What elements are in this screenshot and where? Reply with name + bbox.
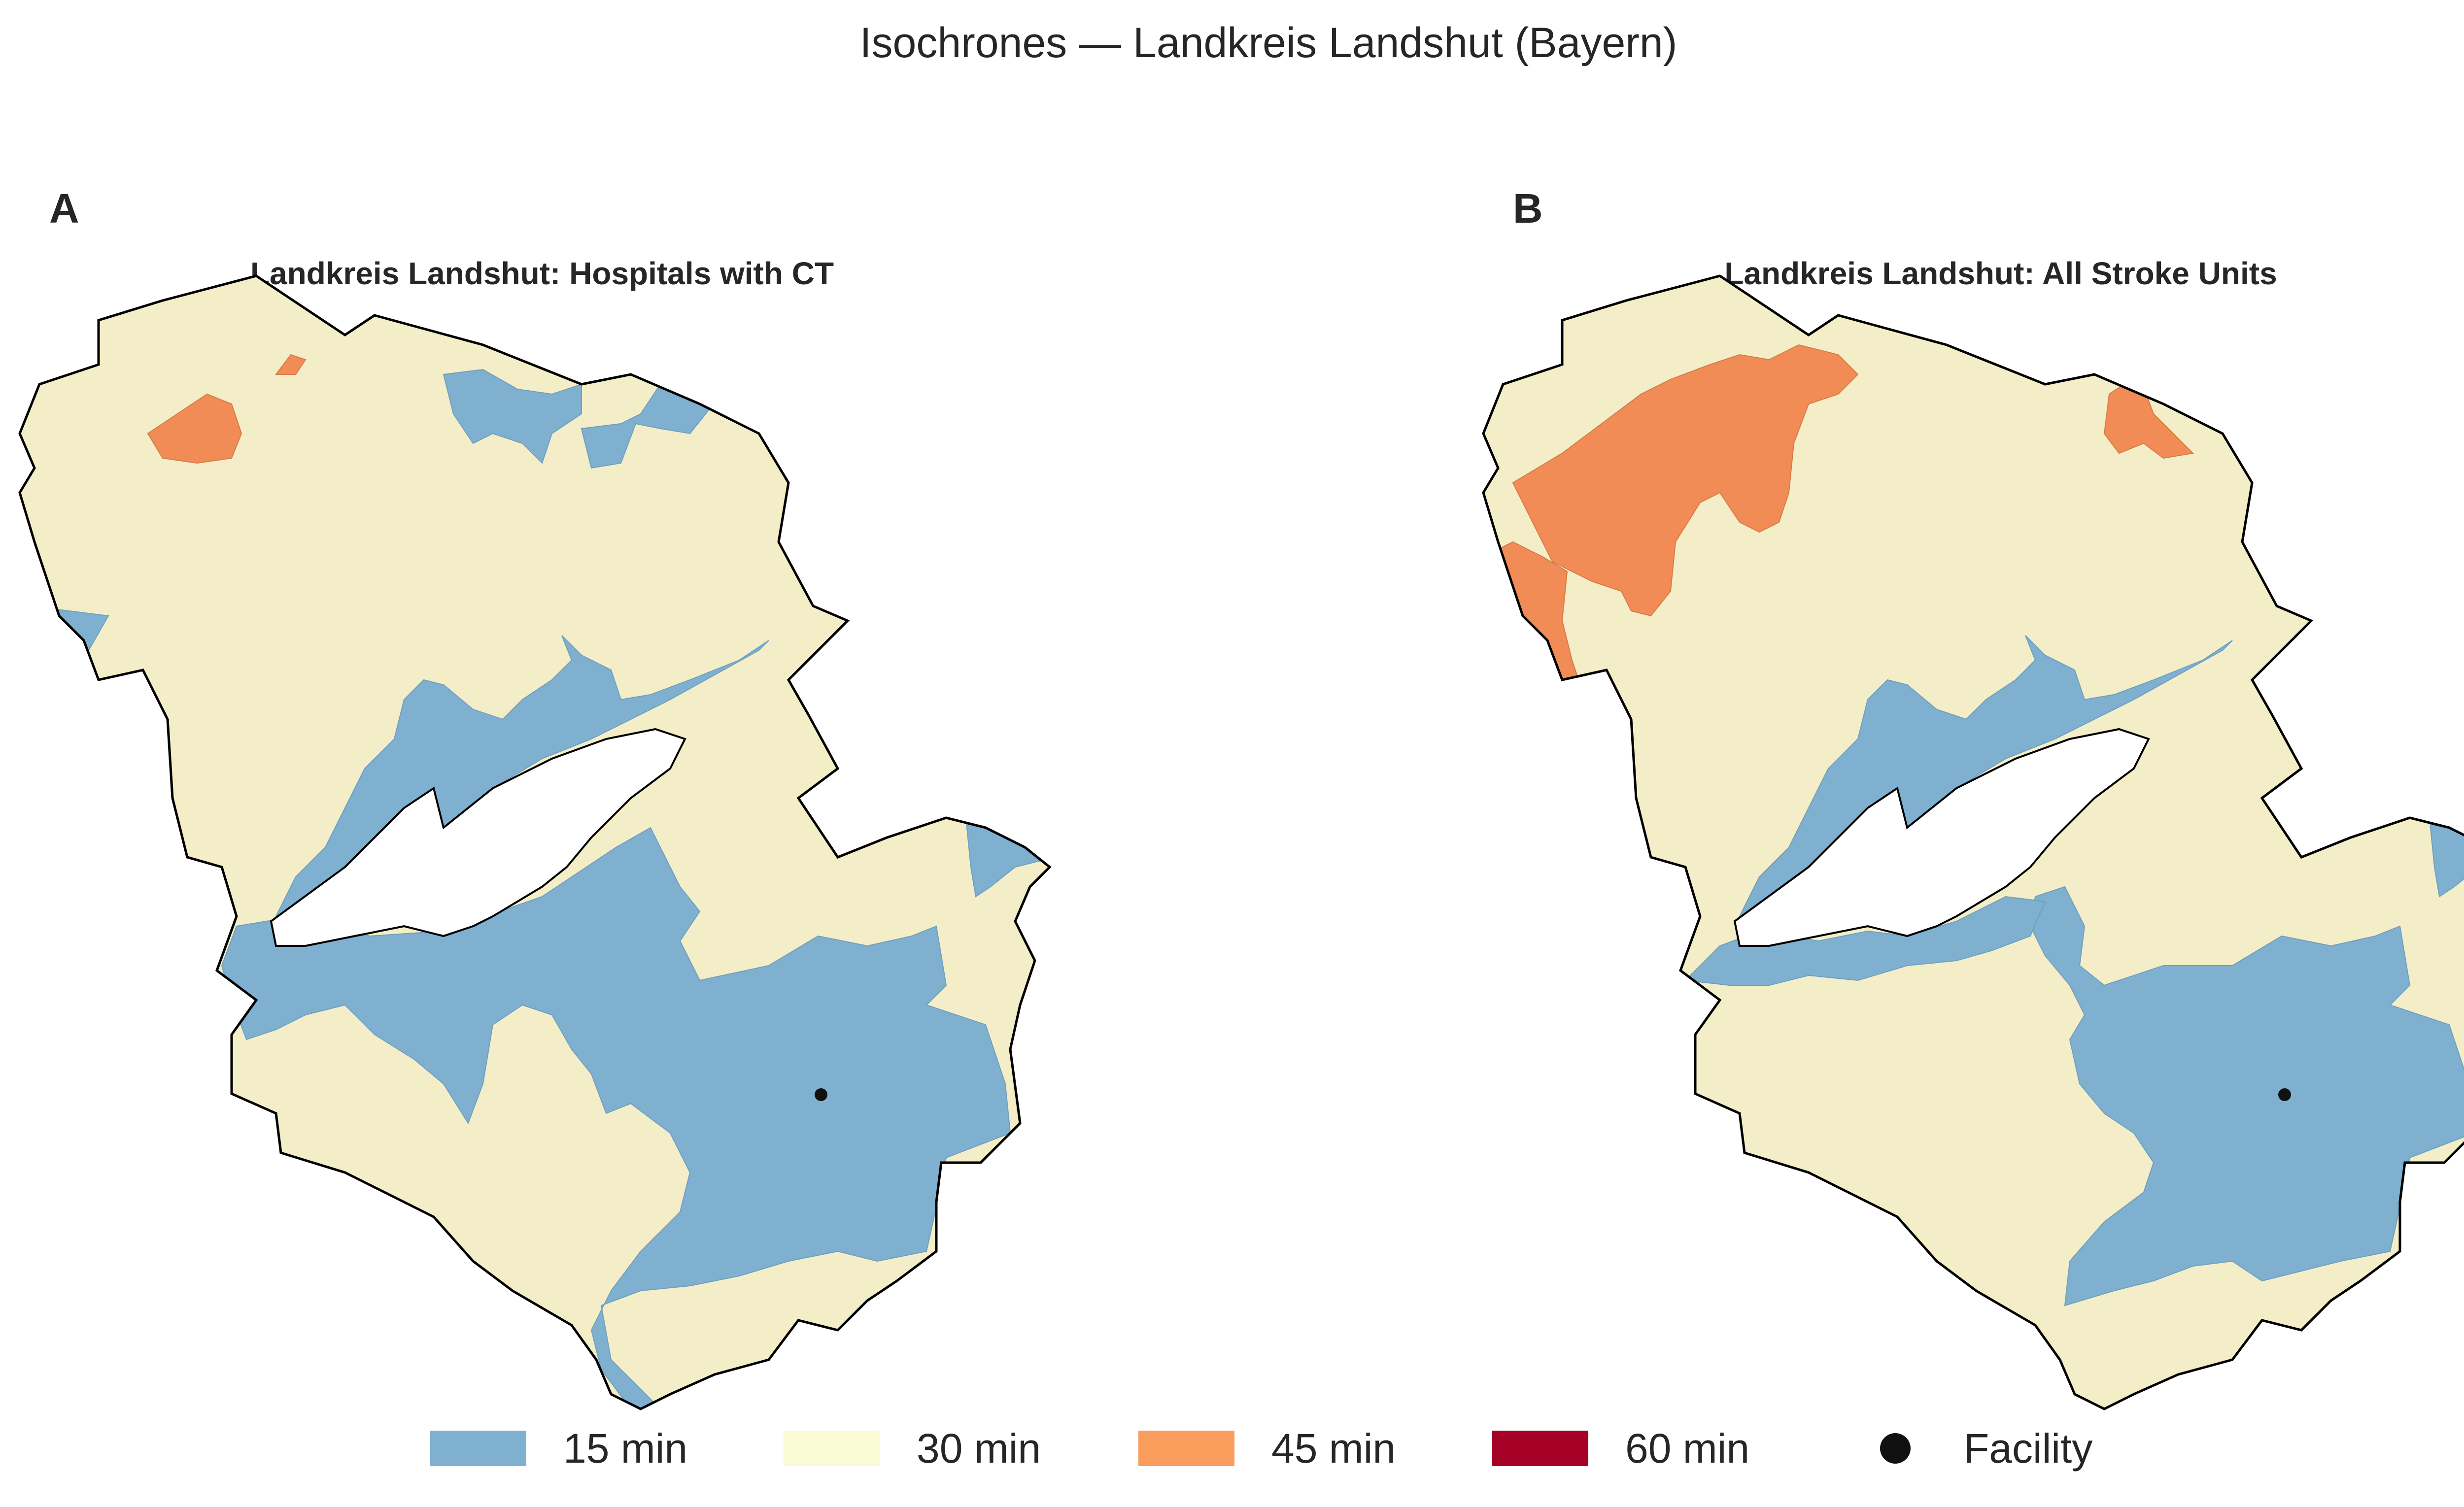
- zone-45min-2-a: [275, 354, 307, 375]
- legend: 15 min 30 min 45 min 60 min Facility: [0, 1419, 2464, 1478]
- legend-item-facility: Facility: [1880, 1419, 2092, 1478]
- zone-45min-nw-b: [1512, 344, 1859, 617]
- zone-15min-arm-a: [274, 635, 769, 918]
- zone-15min-band-b: [1684, 896, 2046, 986]
- zone-15min-east-b: [2429, 812, 2464, 898]
- map-panel-a: [20, 276, 1055, 1409]
- panel-b-title: Landkreis Landshut: All Stroke Units: [1724, 256, 2277, 291]
- legend-label-45min: 45 min: [1271, 1425, 1396, 1472]
- legend-item-15min: 15 min: [430, 1419, 687, 1478]
- map-panel-b: [1483, 276, 2464, 1409]
- facility-marker-b: [2278, 1088, 2291, 1101]
- zone-15min-top-a: [443, 368, 582, 464]
- facility-marker-a: [815, 1088, 827, 1101]
- legend-label-30min: 30 min: [917, 1425, 1041, 1472]
- legend-item-30min: 30 min: [784, 1419, 1041, 1478]
- zone-45min-a: [147, 393, 242, 464]
- zone-15min-main-a: [221, 827, 1011, 1409]
- legend-item-45min: 45 min: [1138, 1419, 1396, 1478]
- panel-a-letter: A: [49, 185, 79, 232]
- maps-canvas: [0, 0, 2464, 1419]
- zone-15min-main-b: [2029, 886, 2464, 1306]
- legend-label-15min: 15 min: [563, 1425, 688, 1472]
- panel-a-title: Landkreis Landshut: Hospitals with CT: [250, 256, 834, 291]
- legend-label-60min: 60 min: [1625, 1425, 1750, 1472]
- legend-facility-dot: [1880, 1433, 1911, 1464]
- legend-label-facility: Facility: [1964, 1425, 2093, 1472]
- legend-swatch-45min: [1138, 1431, 1234, 1466]
- legend-swatch-60min: [1492, 1431, 1588, 1466]
- zone-15min-arm-b: [1738, 635, 2233, 918]
- panel-b-letter: B: [1513, 185, 1543, 232]
- legend-swatch-15min: [430, 1431, 526, 1466]
- legend-item-60min: 60 min: [1492, 1419, 1749, 1478]
- figure-title: Isochrones — Landkreis Landshut (Bayern): [859, 19, 1677, 67]
- legend-swatch-30min: [784, 1431, 880, 1466]
